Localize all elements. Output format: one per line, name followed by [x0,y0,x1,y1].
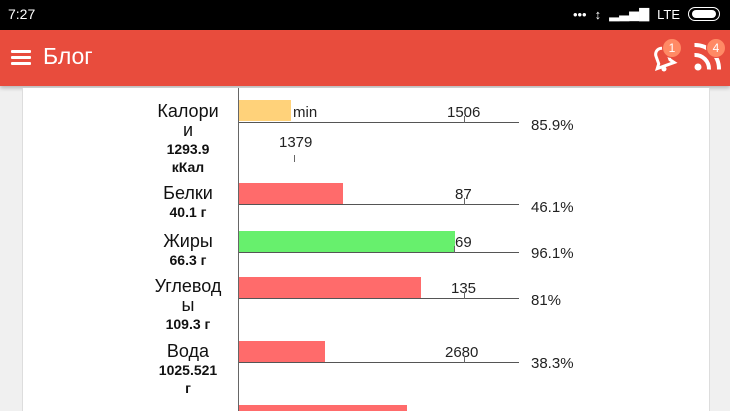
network-label: LTE [657,6,680,22]
proteins-percent: 46.1% [531,199,574,216]
status-time: 7:27 [8,6,36,22]
proteins-target: 87 [455,186,472,203]
carbs-percent: 81% [531,292,562,309]
nutrient-label: Калори и 1293.9 кКал [157,101,219,176]
calories-min-label: min [293,104,318,121]
proteins-bar [239,183,343,204]
fats-bar [239,231,455,252]
calories-min-value: 1379 [279,134,313,151]
notifications-badge: 1 [662,38,682,58]
water-percent: 38.3% [531,355,574,372]
rss-button[interactable]: 4 [690,38,726,74]
fats-target: 69 [455,234,472,251]
more-icon: ••• [572,6,587,22]
carbs-target: 135 [451,280,477,297]
chart-axis [238,88,239,411]
water-bar [239,341,325,362]
calories-target: 1506 [447,104,481,121]
status-icons: ••• ↕ ▂▃▅▇ LTE [573,6,720,22]
calories-bar [239,100,291,121]
no-sim-icon: ↕ [594,6,602,22]
menu-icon[interactable] [11,50,31,66]
nutrient-label: Вода 1025.521 г [158,341,218,397]
page-title: Блог [43,43,93,69]
carbs-bar [239,277,421,298]
nutrient-label: Углевод ы 109.3 г [154,276,222,333]
signal-icon: ▂▃▅▇ [609,6,650,21]
next-row-bar [239,405,407,411]
notifications-button[interactable]: 1 [646,38,682,74]
nutrient-label: Жиры 66.3 г [163,231,213,269]
rss-badge: 4 [706,38,726,58]
status-bar: 7:27 ••• ↕ ▂▃▅▇ LTE [0,0,730,30]
fats-percent: 96.1% [531,245,574,262]
nutrient-label: Белки 40.1 г [163,183,213,221]
nutrition-card: Калори и 1293.9 кКал min 1506 85.9% 1379… [22,88,710,411]
battery-icon [688,7,720,21]
water-target: 2680 [445,344,479,361]
app-bar: Блог 1 4 [0,30,730,86]
calories-percent: 85.9% [531,117,574,134]
